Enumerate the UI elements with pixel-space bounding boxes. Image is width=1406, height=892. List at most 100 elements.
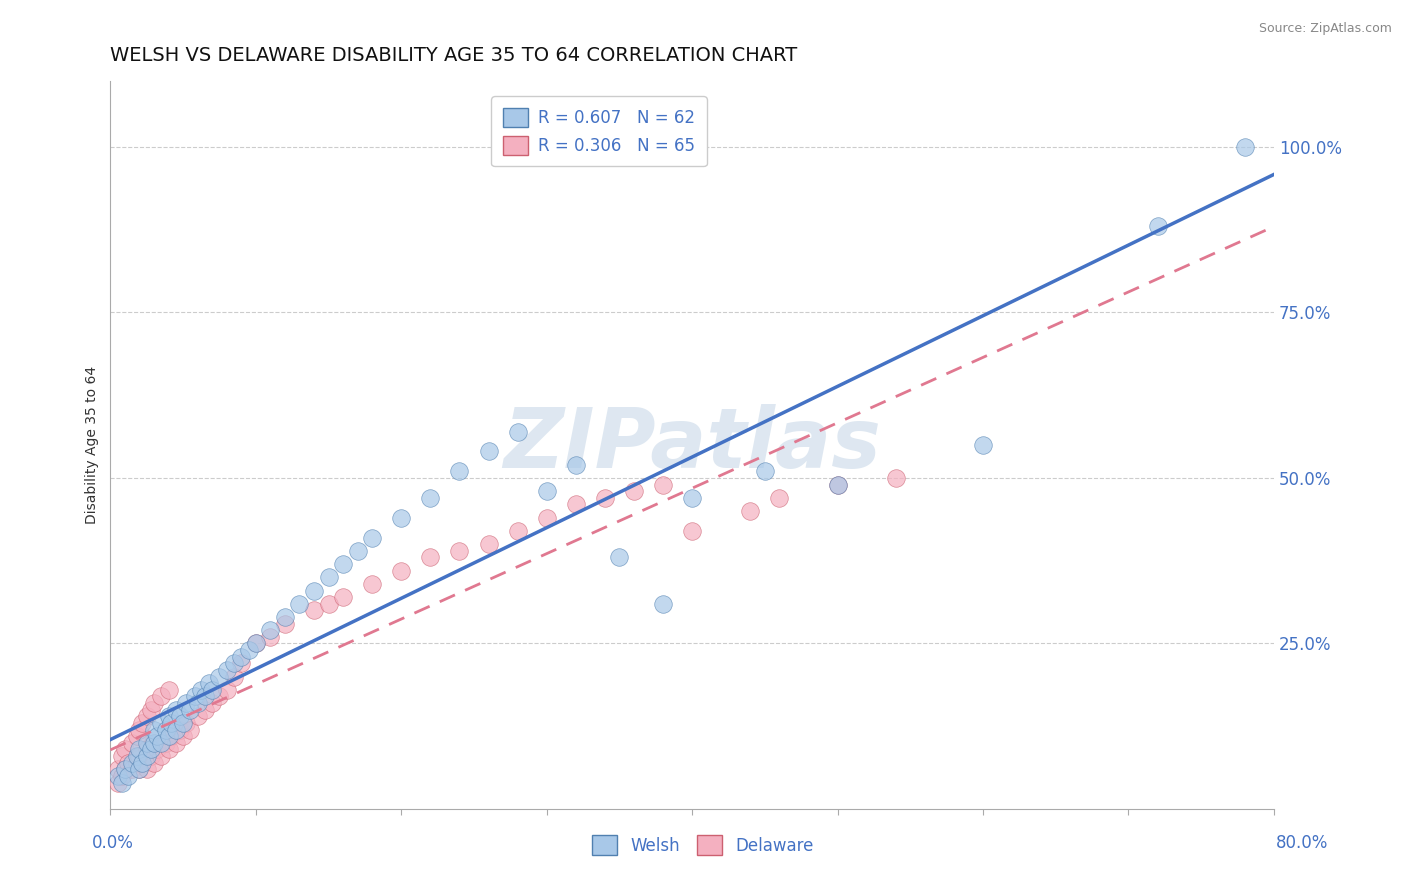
Point [318, 597, 340, 611]
Legend: R = 0.607   N = 62, R = 0.306   N = 65: R = 0.607 N = 62, R = 0.306 N = 65 [492, 96, 707, 167]
Point [131, 715, 153, 730]
Point [259, 630, 281, 644]
Point [157, 742, 180, 756]
Point [128, 762, 150, 776]
Text: Source: ZipAtlas.com: Source: ZipAtlas.com [1258, 22, 1392, 36]
Point [155, 723, 177, 737]
Point [150, 736, 173, 750]
Point [449, 464, 471, 478]
Point [215, 682, 238, 697]
Point [194, 690, 217, 704]
Point [593, 491, 616, 505]
Point [150, 715, 173, 730]
Point [1146, 219, 1168, 234]
Point [125, 729, 148, 743]
Point [652, 597, 675, 611]
Point [172, 715, 194, 730]
Point [681, 491, 703, 505]
Point [128, 749, 150, 764]
Point [768, 491, 790, 505]
Point [623, 484, 645, 499]
Point [187, 696, 209, 710]
Point [477, 444, 499, 458]
Text: ZIPatlas: ZIPatlas [503, 404, 882, 485]
Point [332, 557, 354, 571]
Point [150, 749, 173, 764]
Point [827, 477, 849, 491]
Point [536, 484, 558, 499]
Point [609, 550, 631, 565]
Point [157, 709, 180, 723]
Point [346, 543, 368, 558]
Point [135, 762, 157, 776]
Point [121, 756, 143, 770]
Point [125, 749, 148, 764]
Point [245, 636, 267, 650]
Point [165, 703, 187, 717]
Point [165, 736, 187, 750]
Text: WELSH VS DELAWARE DISABILITY AGE 35 TO 64 CORRELATION CHART: WELSH VS DELAWARE DISABILITY AGE 35 TO 6… [111, 46, 797, 65]
Point [135, 709, 157, 723]
Point [139, 749, 162, 764]
Point [150, 690, 173, 704]
Point [143, 736, 166, 750]
Point [506, 524, 529, 538]
Point [389, 510, 412, 524]
Point [652, 477, 675, 491]
Point [740, 504, 762, 518]
Point [143, 723, 166, 737]
Point [754, 464, 776, 478]
Point [107, 775, 129, 789]
Point [146, 729, 169, 743]
Point [169, 723, 191, 737]
Point [107, 769, 129, 783]
Point [208, 669, 231, 683]
Point [121, 762, 143, 776]
Point [135, 742, 157, 756]
Point [184, 690, 207, 704]
Point [187, 709, 209, 723]
Point [117, 756, 139, 770]
Point [972, 438, 994, 452]
Point [231, 649, 253, 664]
Point [506, 425, 529, 439]
Point [215, 663, 238, 677]
Y-axis label: Disability Age 35 to 64: Disability Age 35 to 64 [86, 366, 100, 524]
Point [419, 491, 441, 505]
Legend: Welsh, Delaware: Welsh, Delaware [586, 829, 820, 862]
Point [179, 703, 201, 717]
Point [361, 531, 384, 545]
Point [827, 477, 849, 491]
Point [536, 510, 558, 524]
Point [131, 756, 153, 770]
Point [135, 749, 157, 764]
Point [160, 729, 183, 743]
Point [160, 715, 183, 730]
Point [477, 537, 499, 551]
Point [114, 742, 136, 756]
Point [332, 590, 354, 604]
Point [172, 729, 194, 743]
Point [143, 736, 166, 750]
Point [165, 723, 187, 737]
Point [389, 564, 412, 578]
Point [274, 616, 297, 631]
Point [121, 736, 143, 750]
Point [139, 742, 162, 756]
Point [111, 775, 134, 789]
Point [302, 583, 325, 598]
Point [157, 682, 180, 697]
Point [174, 715, 197, 730]
Point [190, 682, 212, 697]
Point [114, 762, 136, 776]
Point [125, 756, 148, 770]
Point [169, 709, 191, 723]
Text: 80.0%: 80.0% [1277, 834, 1329, 852]
Point [146, 742, 169, 756]
Point [201, 696, 224, 710]
Point [238, 643, 260, 657]
Point [449, 543, 471, 558]
Point [884, 471, 907, 485]
Point [222, 669, 245, 683]
Point [131, 756, 153, 770]
